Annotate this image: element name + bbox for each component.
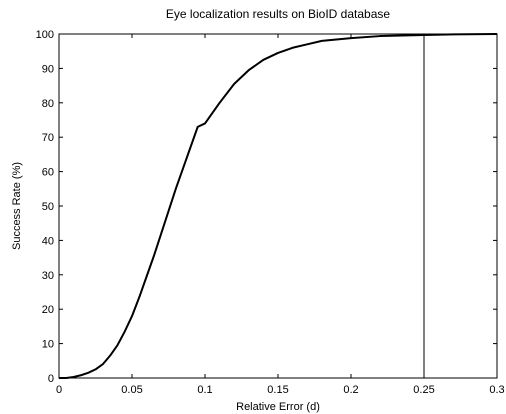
y-tick-label: 80: [42, 98, 54, 110]
x-tick-label: 0.2: [343, 384, 358, 396]
x-tick-label: 0: [56, 384, 62, 396]
x-axis-label: Relative Error (d): [236, 401, 320, 413]
x-tick-label: 0.3: [489, 384, 504, 396]
y-axis-label: Success Rate (%): [11, 162, 23, 250]
chart-title: Eye localization results on BioID databa…: [166, 7, 390, 21]
y-tick-label: 50: [42, 201, 54, 213]
y-tick-label: 30: [42, 270, 54, 282]
y-axis: 0 10 20 30 40 50 60 70 80 90 100: [36, 29, 497, 385]
y-tick-label: 70: [42, 132, 54, 144]
y-tick-label: 60: [42, 167, 54, 179]
x-tick-label: 0.05: [121, 384, 142, 396]
y-tick-label: 20: [42, 304, 54, 316]
x-axis: 0 0.05 0.1 0.15 0.2 0.25 0.3: [56, 34, 505, 396]
y-tick-label: 10: [42, 339, 54, 351]
plot-area-frame: [58, 33, 498, 379]
y-tick-label: 0: [48, 373, 54, 385]
y-tick-label: 90: [42, 63, 54, 75]
x-tick-label: 0.15: [267, 384, 288, 396]
success-rate-line: [59, 33, 498, 379]
y-tick-label: 40: [42, 235, 54, 247]
x-tick-label: 0.25: [413, 384, 434, 396]
x-tick-label: 0.1: [197, 384, 212, 396]
y-tick-label: 100: [36, 29, 54, 41]
